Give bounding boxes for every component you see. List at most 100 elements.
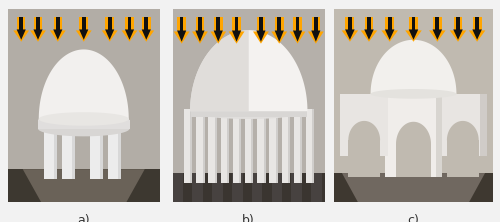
Bar (340, 94, 388, 156)
Polygon shape (294, 17, 302, 32)
Polygon shape (82, 17, 86, 30)
Bar (90, 117, 102, 179)
Bar (220, 109, 228, 183)
Polygon shape (196, 30, 204, 42)
Bar (208, 109, 216, 183)
Polygon shape (436, 17, 440, 30)
Polygon shape (142, 30, 151, 40)
Polygon shape (76, 30, 92, 42)
Polygon shape (138, 30, 154, 42)
Polygon shape (178, 17, 186, 32)
Bar (172, 173, 183, 202)
Polygon shape (38, 110, 130, 131)
Polygon shape (177, 30, 186, 42)
Bar (232, 109, 240, 183)
Polygon shape (342, 173, 485, 202)
Text: b): b) (242, 214, 255, 222)
Bar (172, 173, 325, 202)
Polygon shape (36, 17, 40, 30)
Polygon shape (174, 32, 190, 44)
Polygon shape (274, 30, 284, 42)
Polygon shape (20, 17, 23, 30)
Bar (62, 117, 74, 179)
Polygon shape (454, 17, 462, 30)
Bar (439, 94, 486, 156)
Polygon shape (108, 17, 112, 30)
Polygon shape (345, 30, 354, 40)
Polygon shape (39, 112, 128, 126)
Polygon shape (346, 17, 354, 30)
Text: c): c) (408, 214, 420, 222)
Polygon shape (312, 17, 320, 32)
Polygon shape (256, 17, 265, 32)
Polygon shape (192, 32, 208, 44)
Polygon shape (385, 17, 394, 30)
Polygon shape (38, 121, 130, 136)
Bar (300, 109, 302, 183)
Polygon shape (453, 30, 463, 40)
Polygon shape (472, 30, 482, 40)
Bar (8, 169, 160, 202)
Polygon shape (50, 30, 66, 42)
Polygon shape (232, 17, 241, 32)
Bar (227, 109, 229, 183)
Polygon shape (367, 17, 371, 30)
Polygon shape (34, 17, 42, 30)
Polygon shape (17, 17, 25, 30)
Polygon shape (405, 30, 422, 42)
Polygon shape (472, 17, 482, 30)
Polygon shape (272, 32, 287, 44)
Polygon shape (314, 17, 318, 32)
Bar (288, 109, 290, 183)
Polygon shape (23, 169, 145, 202)
Polygon shape (275, 17, 283, 32)
Bar (100, 117, 103, 179)
Bar (252, 109, 254, 183)
Polygon shape (385, 30, 394, 40)
Polygon shape (14, 30, 29, 42)
Bar (72, 117, 76, 179)
Bar (312, 173, 322, 202)
Bar (270, 109, 277, 183)
Bar (385, 80, 442, 177)
Polygon shape (475, 17, 479, 30)
Polygon shape (253, 32, 269, 44)
Bar (480, 94, 486, 156)
Polygon shape (456, 17, 460, 30)
Polygon shape (432, 30, 442, 40)
Bar (252, 173, 262, 202)
Polygon shape (106, 17, 114, 30)
Polygon shape (234, 17, 238, 32)
Polygon shape (180, 17, 184, 32)
Bar (108, 117, 120, 179)
Polygon shape (433, 17, 442, 30)
Bar (282, 109, 289, 183)
Polygon shape (54, 17, 62, 30)
Bar (54, 117, 57, 179)
Bar (192, 173, 203, 202)
Bar (215, 109, 216, 183)
Polygon shape (278, 17, 281, 32)
Polygon shape (388, 17, 392, 30)
Bar (264, 109, 266, 183)
Bar (245, 109, 252, 183)
Polygon shape (210, 32, 226, 44)
Bar (276, 109, 278, 183)
Polygon shape (412, 17, 416, 30)
Polygon shape (198, 17, 202, 32)
Polygon shape (79, 30, 88, 40)
Polygon shape (34, 30, 42, 40)
Polygon shape (196, 17, 204, 32)
Polygon shape (128, 17, 132, 30)
Polygon shape (232, 30, 241, 42)
Bar (118, 117, 121, 179)
Bar (312, 109, 314, 183)
Text: a): a) (78, 214, 90, 222)
Polygon shape (364, 17, 374, 30)
Polygon shape (293, 30, 302, 42)
Polygon shape (450, 30, 466, 42)
Bar (190, 109, 192, 183)
Polygon shape (348, 17, 352, 30)
Polygon shape (342, 30, 358, 42)
Polygon shape (290, 32, 306, 44)
